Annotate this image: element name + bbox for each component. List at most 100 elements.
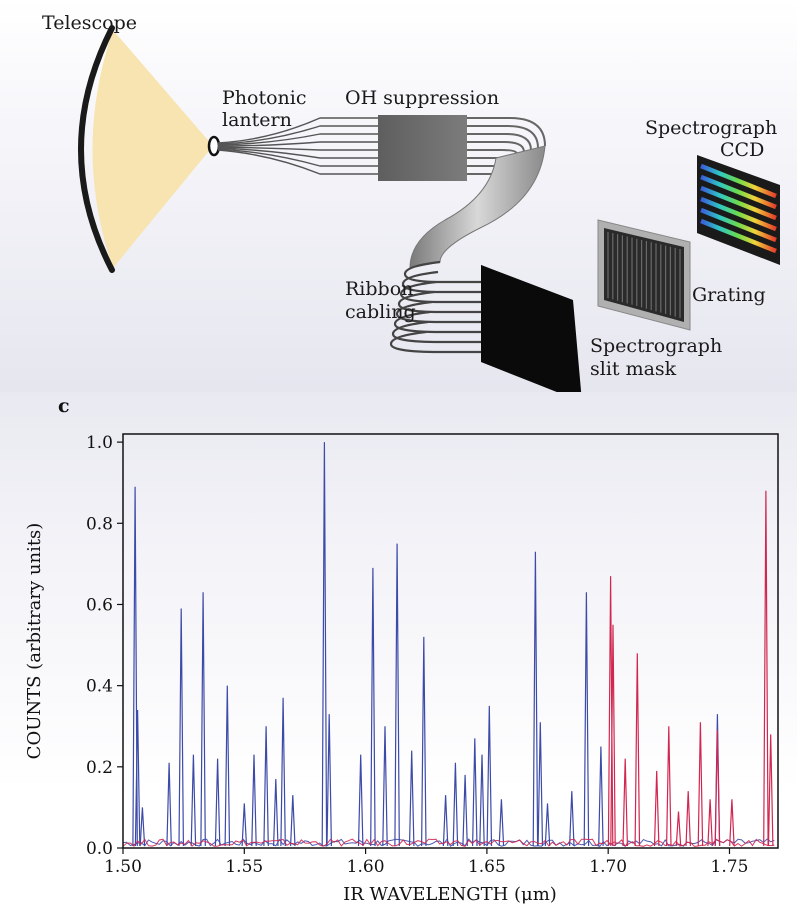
slit-mask-face <box>481 265 582 392</box>
spectral-peak <box>290 795 296 846</box>
ccd-spectrum-stripe <box>700 163 777 199</box>
spectral-peak <box>622 758 628 846</box>
spectral-peak <box>251 754 257 846</box>
spectral-peak <box>408 750 415 846</box>
ccd-label-2: CCD <box>720 139 764 161</box>
spectral-peak <box>263 726 269 846</box>
ccd-spectrum-stripe <box>700 207 777 243</box>
photonic-lantern-label-2: lantern <box>222 109 292 131</box>
spectral-peak <box>537 722 544 846</box>
ccd-spectrum-stripe <box>700 196 777 232</box>
y-tick-label: 0.4 <box>86 677 113 697</box>
x-tick-label: 1.75 <box>711 857 749 877</box>
spectral-peak <box>166 762 172 846</box>
spectral-peak <box>697 722 704 846</box>
photonic-lantern-icon <box>207 135 221 157</box>
spectral-peak <box>132 486 138 846</box>
spectral-peak <box>178 608 184 846</box>
spectral-peak <box>421 636 427 846</box>
spectral-peak <box>394 543 400 846</box>
ribbon-cabling-label-2: cabling <box>345 301 416 323</box>
slit-mask-label-2: slit mask <box>590 358 677 380</box>
spectral-peak <box>707 799 713 846</box>
spectral-peak <box>486 705 493 846</box>
spectral-peak <box>729 799 735 846</box>
series-1 <box>122 490 775 847</box>
oh-suppression-block <box>378 115 467 181</box>
spectral-peak <box>200 592 206 846</box>
ohs-system-diagram: Telescope Photonic lantern OH suppressio… <box>0 0 797 392</box>
spectral-peak <box>714 730 721 846</box>
spectral-peak <box>224 685 231 846</box>
spectral-peak <box>452 762 459 846</box>
x-tick-label: 1.65 <box>468 857 506 877</box>
spectral-peak <box>326 714 332 846</box>
spectral-peak <box>382 726 388 846</box>
grating-rulings <box>607 231 681 318</box>
spectral-peak <box>134 709 141 846</box>
series-baseline <box>122 838 775 847</box>
x-tick-label: 1.50 <box>104 857 142 877</box>
telescope-label: Telescope <box>42 12 137 34</box>
spectral-peak <box>653 770 660 846</box>
spectral-peak <box>598 746 604 846</box>
spectrum-chart-panel: c 1.50 1.55 1.60 1.65 1.70 1.75 0.0 0.2 0.4 0.6 0… <box>0 392 797 923</box>
plot-frame <box>122 433 779 849</box>
lantern-fibers <box>217 117 378 175</box>
spectrum-chart: c 1.50 1.55 1.60 1.65 1.70 1.75 0.0 0.2 0.4 0.6 0… <box>24 395 779 905</box>
y-tick-label: 0.6 <box>86 595 113 615</box>
x-axis-title: IR WAVELENGTH (μm) <box>343 884 557 905</box>
spectral-peak <box>583 592 590 846</box>
spectral-peak <box>190 754 197 846</box>
ccd-spectrum-stripe <box>700 218 777 254</box>
grating-surface <box>604 228 684 322</box>
panel-label: c <box>58 395 70 417</box>
spectral-peak <box>139 807 146 847</box>
x-tick-label: 1.60 <box>347 857 385 877</box>
spectral-peak <box>321 442 328 846</box>
spectral-peak <box>763 490 769 846</box>
spectral-peak <box>675 811 682 847</box>
spectral-peak <box>357 754 364 846</box>
ccd-spectrum-stripe <box>700 174 777 210</box>
spectral-peak <box>498 799 505 846</box>
spectral-peak <box>370 567 376 846</box>
telescope-mirror <box>78 25 115 273</box>
ribbon-bottom-fibers <box>389 260 520 354</box>
spectral-peak <box>685 791 691 846</box>
spectral-peak <box>666 726 672 846</box>
photonic-lantern-label-1: Photonic <box>222 87 307 109</box>
slit-mask-label-1: Spectrograph <box>590 335 722 357</box>
telescope-beam <box>92 30 213 268</box>
spectral-peak <box>241 803 248 847</box>
spectral-peak <box>479 754 485 846</box>
spectral-peak <box>610 624 616 846</box>
spectral-peak <box>442 795 449 846</box>
ccd-spectrum-stripe <box>700 185 777 221</box>
y-axis-title: COUNTS (arbitrary units) <box>24 523 45 760</box>
spectral-peak <box>544 803 551 847</box>
diagram-canvas: Telescope Photonic lantern OH suppressio… <box>42 12 780 392</box>
spectral-peak <box>280 697 286 846</box>
series-0 <box>122 442 775 848</box>
grating-label: Grating <box>692 284 766 306</box>
ribbon-cabling-label-1: Ribbon <box>345 278 413 300</box>
spectral-peak <box>634 653 641 846</box>
ccd-spectra <box>700 163 777 254</box>
oh-suppression-label: OH suppression <box>345 87 499 109</box>
spectral-peak <box>273 778 279 846</box>
x-tick-label: 1.70 <box>589 857 627 877</box>
spectral-peak <box>569 791 575 846</box>
y-tick-label: 0.2 <box>86 758 113 778</box>
spectral-peak <box>532 551 539 846</box>
spectral-peak <box>214 758 221 846</box>
ccd-label-1: Spectrograph <box>645 117 777 139</box>
spectral-peak <box>472 738 478 846</box>
y-tick-label: 0.0 <box>86 839 113 859</box>
spectral-peak <box>767 734 774 846</box>
y-tick-label: 1.0 <box>86 433 113 453</box>
spectral-peak <box>462 774 468 846</box>
y-tick-label: 0.8 <box>86 514 113 534</box>
x-tick-label: 1.55 <box>225 857 263 877</box>
